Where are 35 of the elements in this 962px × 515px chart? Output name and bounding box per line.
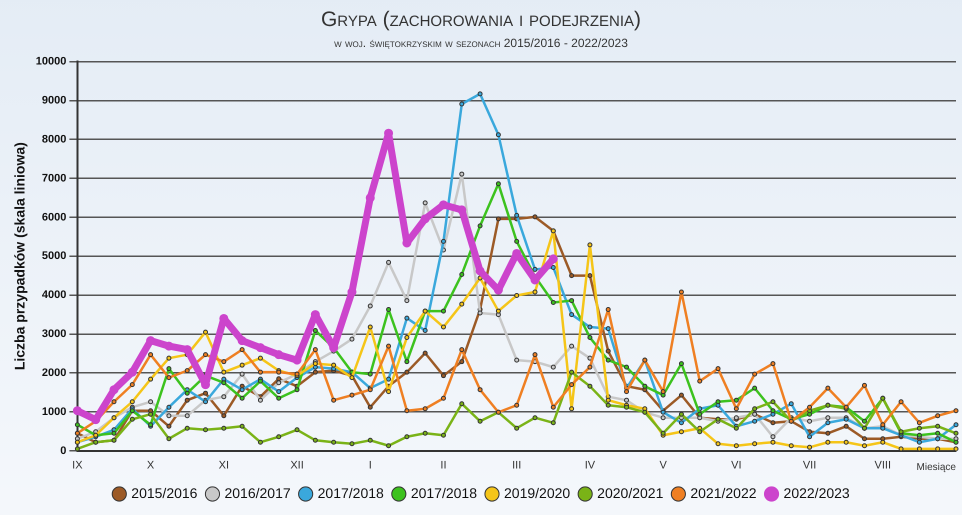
legend-label: 2016/2017 [224,484,291,501]
y-tick-label: 9000 [42,94,66,107]
y-tick-label: 4000 [42,289,66,302]
legend-label: 2021/2022 [690,484,757,501]
legend-label: 2015/2016 [131,484,198,501]
x-tick-label: XI [218,459,230,472]
legend-label: 2019/2020 [504,484,570,501]
x-tick-label: III [512,459,522,472]
x-tick-label: VIII [874,459,892,472]
x-tick-label: X [146,459,155,472]
chart-title: Grypa (zachorowania i podejrzenia) [320,8,642,32]
x-tick-label: XII [290,459,304,472]
x-tick-label: II [440,459,447,472]
legend-label: 2022/2023 [784,484,850,501]
y-tick-label: 8000 [42,133,66,146]
legend-label: 2017/2018 [410,484,478,501]
y-tick-label: 1000 [42,406,66,418]
y-tick-label: 0 [60,444,66,457]
x-tick-label: VII [802,459,816,472]
x-axis-title: Miesiące [916,462,956,473]
legend-label: 2017/2018 [318,484,384,501]
x-tick-label: V [659,459,668,472]
x-tick-label: IX [72,459,84,472]
y-tick-label: 2000 [42,366,66,379]
y-tick-label: 3000 [42,328,66,340]
y-tick-label: 10000 [36,56,66,68]
x-tick-label: I [368,459,372,472]
x-tick-label: IV [584,459,596,472]
chart-subtitle: w woj. świętokrzyskim w sezonach 2015/2016 - 2022/2023 [333,36,629,50]
y-tick-label: 5000 [42,250,66,262]
y-tick-label: 6000 [42,211,66,224]
y-tick-label: 7000 [42,172,66,184]
y-axis-title: Liczba przypadków (skala liniowa) [11,142,28,370]
x-tick-label: VI [731,459,742,472]
legend-label: 2020/2021 [597,484,664,501]
